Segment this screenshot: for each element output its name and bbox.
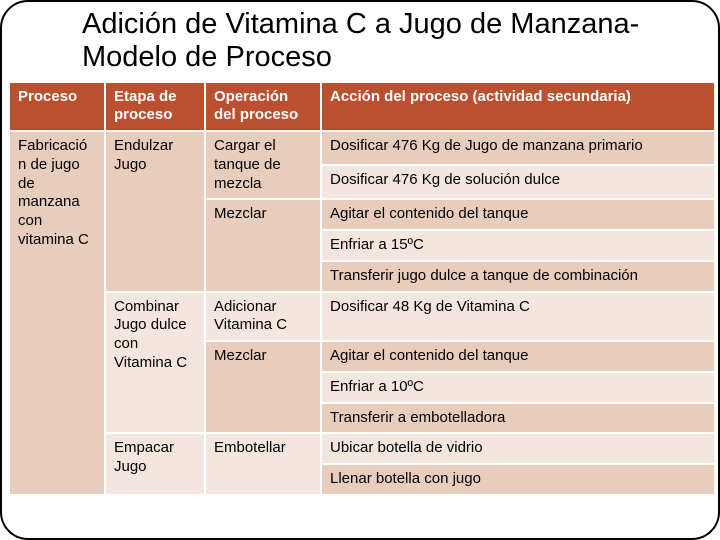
col-operacion: Operación del proceso <box>205 82 321 132</box>
col-proceso: Proceso <box>9 82 105 132</box>
cell-op4: Mezclar <box>205 341 321 433</box>
cell-a7: Agitar el contenido del tanque <box>321 341 715 372</box>
cell-etapa2: Combinar Jugo dulce con Vitamina C <box>105 292 205 434</box>
table-row: Combinar Jugo dulce con Vitamina C Adici… <box>9 292 715 342</box>
cell-a4: Enfriar a 15ºC <box>321 230 715 261</box>
cell-a1: Dosificar 476 Kg de Jugo de manzana prim… <box>321 131 715 165</box>
cell-a6: Dosificar 48 Kg de Vitamina C <box>321 292 715 342</box>
cell-a3: Agitar el contenido del tanque <box>321 199 715 230</box>
process-table: Proceso Etapa de proceso Operación del p… <box>8 81 716 496</box>
cell-a10: Ubicar botella de vidrio <box>321 433 715 464</box>
page-title: Adición de Vitamina C a Jugo de Manzana-… <box>2 2 718 81</box>
cell-proceso: Fabricació n de jugo de manzana con vita… <box>9 131 105 495</box>
cell-a2: Dosificar 476 Kg de solución dulce <box>321 165 715 199</box>
cell-a8: Enfriar a 10ºC <box>321 372 715 403</box>
cell-op1: Cargar el tanque de mezcla <box>205 131 321 199</box>
cell-a9: Transferir a embotelladora <box>321 403 715 434</box>
cell-op5: Embotellar <box>205 433 321 495</box>
table-header-row: Proceso Etapa de proceso Operación del p… <box>9 82 715 132</box>
col-etapa: Etapa de proceso <box>105 82 205 132</box>
cell-op2: Mezclar <box>205 199 321 291</box>
cell-a5: Transferir jugo dulce a tanque de combin… <box>321 261 715 292</box>
cell-etapa3: Empacar Jugo <box>105 433 205 495</box>
cell-op3: Adicionar Vitamina C <box>205 292 321 342</box>
table-row: Fabricació n de jugo de manzana con vita… <box>9 131 715 165</box>
table-row: Empacar Jugo Embotellar Ubicar botella d… <box>9 433 715 464</box>
cell-etapa1: Endulzar Jugo <box>105 131 205 292</box>
cell-a11: Llenar botella con jugo <box>321 464 715 495</box>
col-accion: Acción del proceso (actividad secundaria… <box>321 82 715 132</box>
